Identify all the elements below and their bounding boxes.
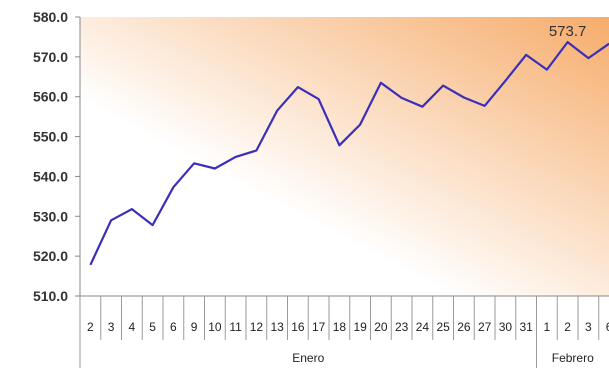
- x-tick-label: 2: [87, 320, 94, 334]
- y-tick-label: 580.0: [33, 9, 68, 25]
- x-group-label: Febrero: [552, 351, 594, 365]
- x-tick-label: 23: [395, 320, 409, 334]
- y-tick-label: 570.0: [33, 49, 68, 65]
- x-tick-label: 31: [519, 320, 533, 334]
- y-tick-label: 560.0: [33, 89, 68, 105]
- x-tick-label: 17: [312, 320, 326, 334]
- y-tick-label: 550.0: [33, 129, 68, 145]
- x-tick-label: 4: [129, 320, 136, 334]
- x-tick-label: 13: [270, 320, 284, 334]
- plot-area: [80, 17, 609, 296]
- x-tick-label: 19: [353, 320, 367, 334]
- x-group-label: Enero: [292, 351, 324, 365]
- x-tick-label: 25: [436, 320, 450, 334]
- x-tick-label: 3: [585, 320, 592, 334]
- x-tick-label: 11: [229, 320, 242, 334]
- x-tick-label: 24: [416, 320, 430, 334]
- x-tick-label: 20: [374, 320, 388, 334]
- x-tick-label: 26: [457, 320, 471, 334]
- x-tick-label: 30: [499, 320, 513, 334]
- y-tick-label: 530.0: [33, 208, 68, 224]
- x-tick-label: 5: [149, 320, 156, 334]
- x-tick-label: 18: [333, 320, 347, 334]
- x-tick-label: 6: [606, 320, 609, 334]
- y-tick-label: 520.0: [33, 248, 68, 264]
- x-tick-label: 6: [170, 320, 177, 334]
- annotation-layer: 573.7: [549, 23, 587, 40]
- x-tick-label: 9: [191, 320, 198, 334]
- x-tick-label: 27: [478, 320, 492, 334]
- x-tick-label: 10: [208, 320, 222, 334]
- y-axis: 580.0 570.0 560.0 550.0 540.0 530.0 520.0 510.0: [33, 9, 81, 304]
- y-tick-label: 510.0: [33, 288, 68, 304]
- x-tick-label: 3: [108, 320, 115, 334]
- x-tick-label: 12: [250, 320, 264, 334]
- x-tick-label: 16: [291, 320, 305, 334]
- x-tick-label: 1: [544, 320, 551, 334]
- x-tick-label: 2: [564, 320, 571, 334]
- y-tick-label: 540.0: [33, 168, 68, 184]
- x-axis: 2 3 4 5 6 9 10 11 12 13 16 17 18 19 20 23 24 25 26 27 30 31 1 2…: [79, 295, 609, 368]
- series-layer: [89, 40, 609, 266]
- series-line: [89, 40, 609, 266]
- data-label: 573.7: [549, 23, 587, 40]
